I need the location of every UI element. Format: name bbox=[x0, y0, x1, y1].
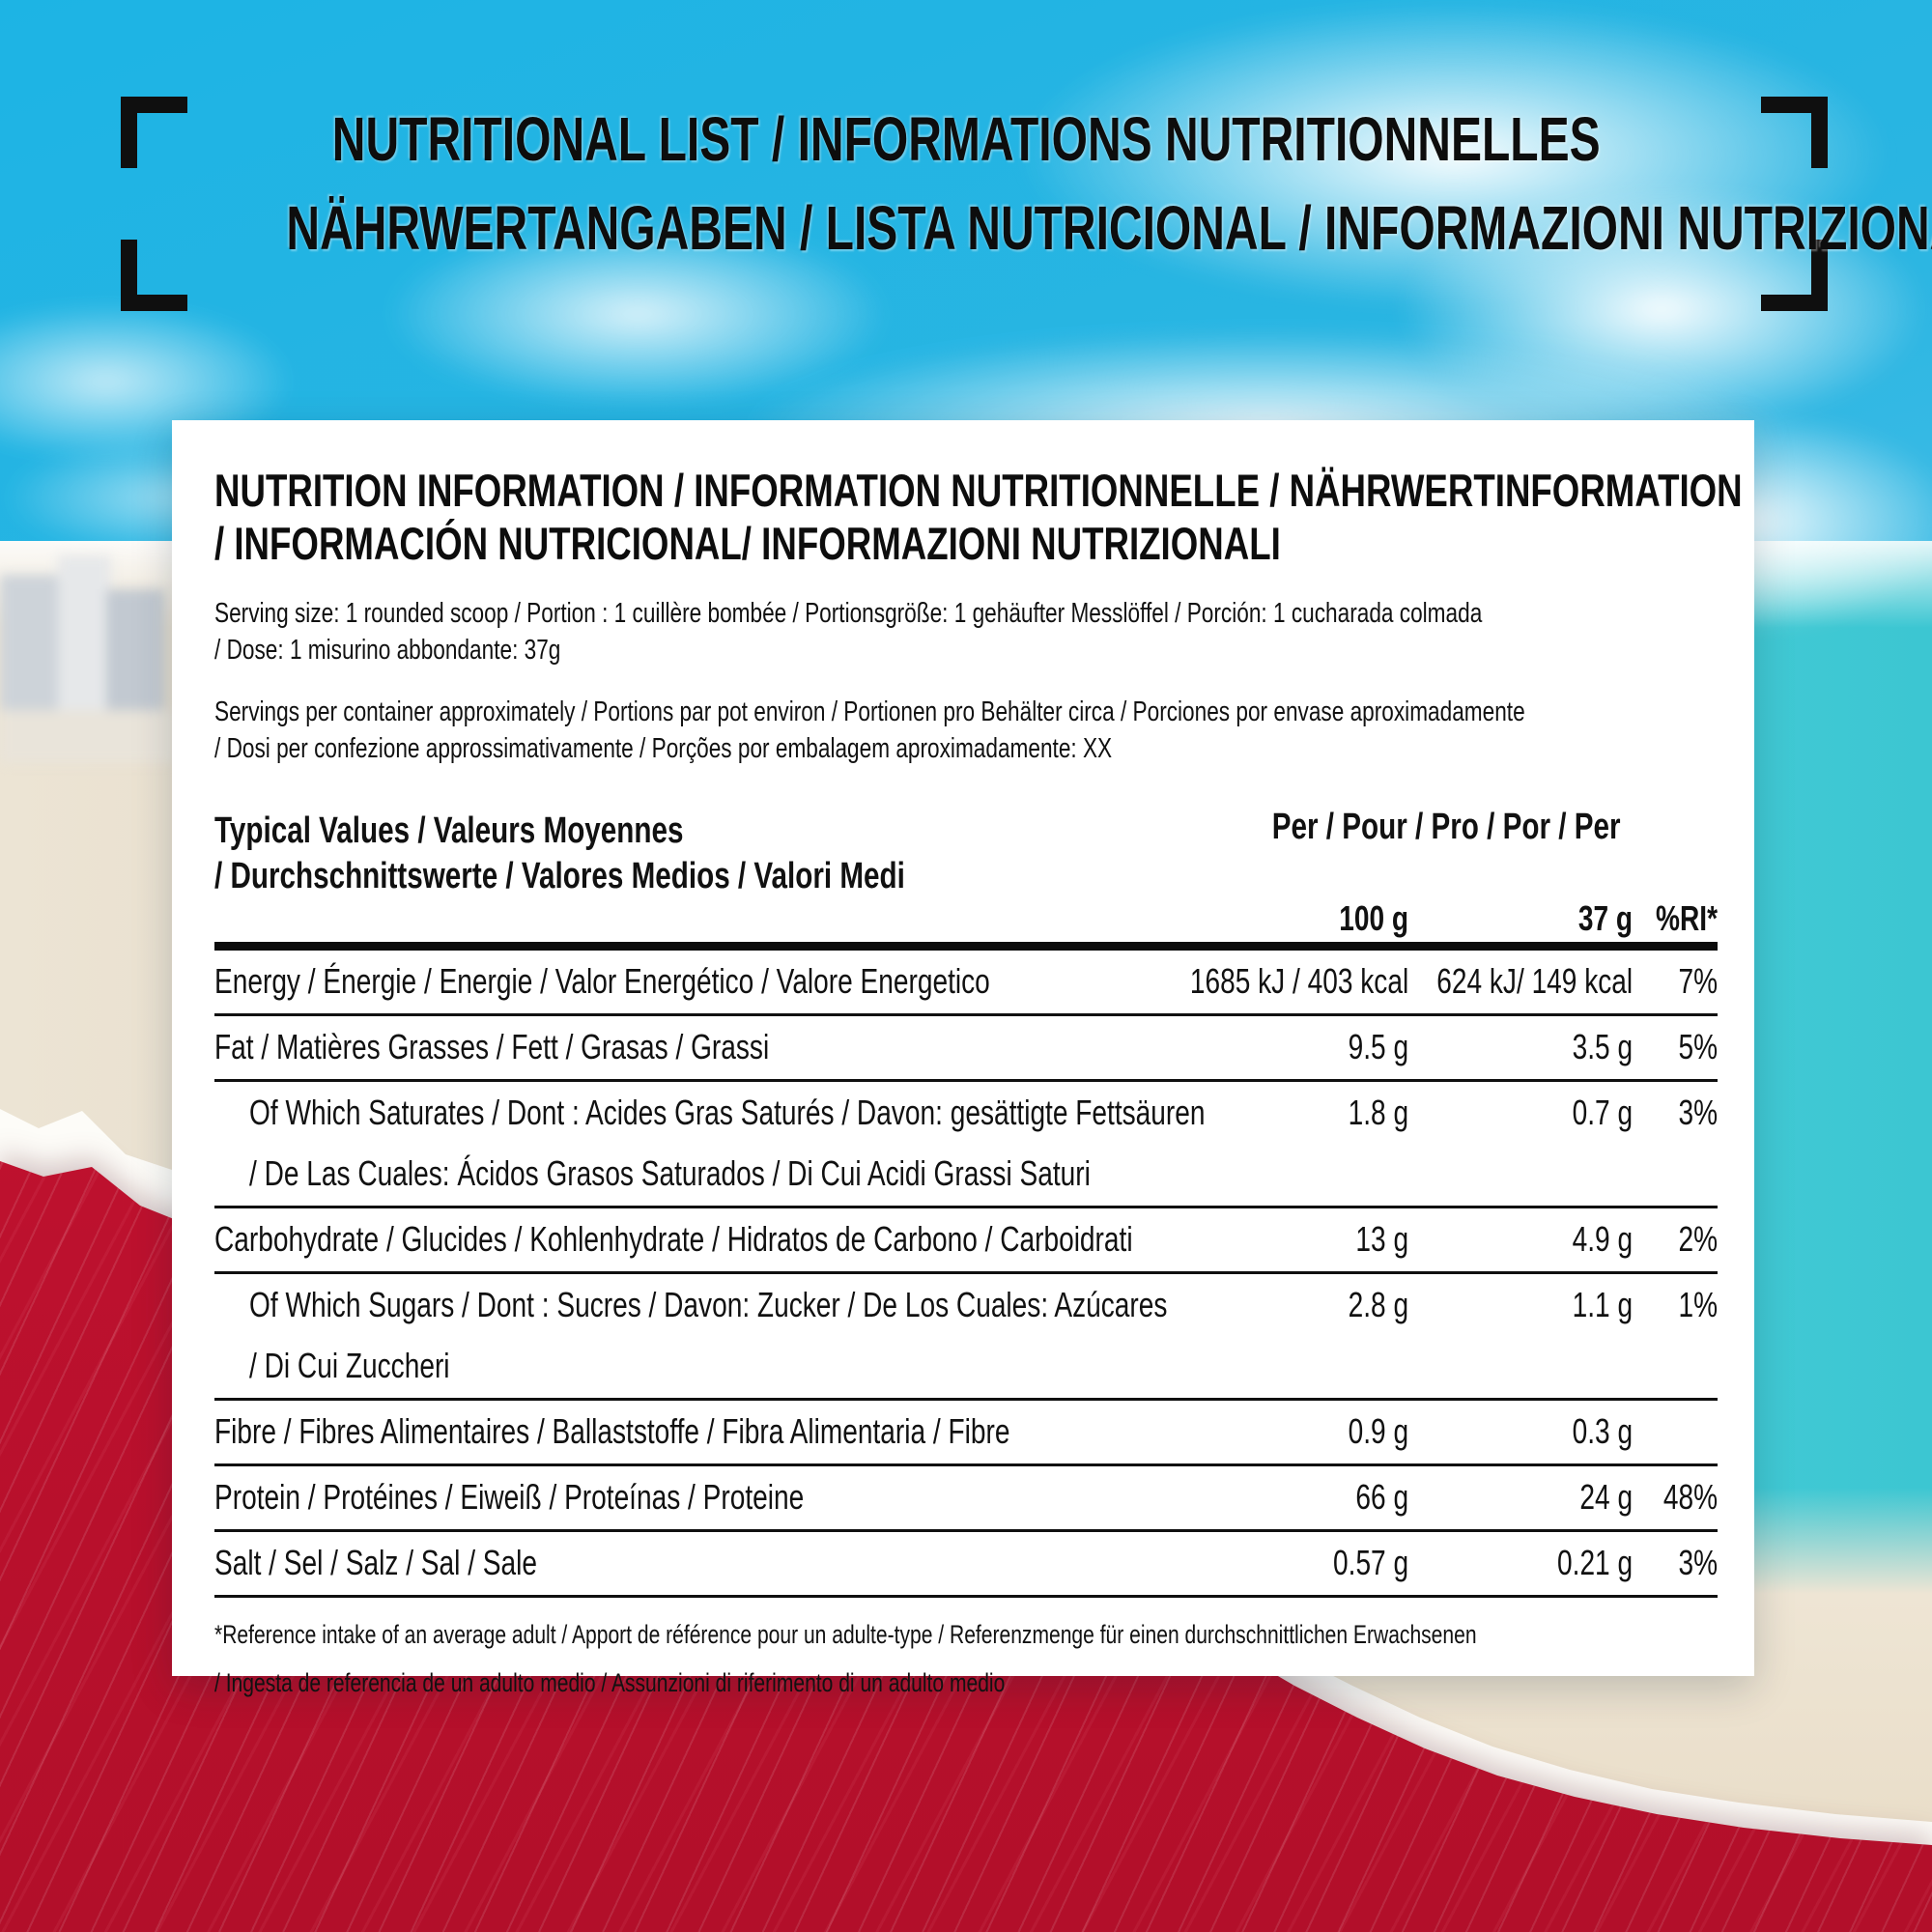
nutrient-label-line: Carbohydrate / Glucides / Kohlenhydrate … bbox=[214, 1218, 1133, 1259]
value-ri: 2% bbox=[1678, 1218, 1718, 1259]
nutrient-label: Of Which Saturates / Dont : Acides Gras … bbox=[214, 1092, 1718, 1193]
nutrient-label-line: / De Las Cuales: Ácidos Grasos Saturados… bbox=[249, 1152, 1091, 1193]
nutrient-label: Carbohydrate / Glucides / Kohlenhydrate … bbox=[214, 1218, 1718, 1259]
nutrient-label: Of Which Sugars / Dont : Sucres / Davon:… bbox=[214, 1284, 1718, 1385]
nutrient-label-line: Fibre / Fibres Alimentaires / Ballaststo… bbox=[214, 1410, 1010, 1451]
nutrition-card: NUTRITION INFORMATION / INFORMATION NUTR… bbox=[172, 420, 1754, 1697]
table-row: Energy / Énergie / Energie / Valor Energ… bbox=[214, 951, 1718, 1016]
reference-intake-footnote: *Reference intake of an average adult / … bbox=[214, 1619, 1477, 1697]
column-100g: 100 g bbox=[1339, 897, 1408, 938]
nutrient-label-line: Of Which Saturates / Dont : Acides Gras … bbox=[249, 1092, 1206, 1132]
value-per-37g: 4.9 g bbox=[1572, 1218, 1633, 1259]
value-per-37g: 0.21 g bbox=[1556, 1542, 1633, 1582]
table-row: Of Which Saturates / Dont : Acides Gras … bbox=[214, 1082, 1718, 1208]
page-title-line1: NUTRITIONAL LIST / INFORMATIONS NUTRITIO… bbox=[331, 104, 1601, 174]
value-ri: 5% bbox=[1678, 1026, 1718, 1066]
table-row: Of Which Sugars / Dont : Sucres / Davon:… bbox=[214, 1274, 1718, 1401]
value-per-37g: 3.5 g bbox=[1572, 1026, 1633, 1066]
nutrient-label: Fibre / Fibres Alimentaires / Ballaststo… bbox=[214, 1410, 1718, 1451]
column-ri: %RI* bbox=[1656, 897, 1718, 938]
value-per-37g: 1.1 g bbox=[1572, 1284, 1633, 1324]
table-row: Protein / Protéines / Eiweiß / Proteínas… bbox=[214, 1466, 1718, 1532]
table-top-rule bbox=[214, 941, 1718, 951]
nutrient-label-line: / Di Cui Zuccheri bbox=[249, 1345, 450, 1385]
column-37g: 37 g bbox=[1577, 897, 1633, 938]
page-title-line2: NÄHRWERTANGABEN / LISTA NUTRICIONAL / IN… bbox=[286, 193, 1932, 263]
unit-headers: 100 g 37 g %RI* bbox=[214, 888, 1718, 935]
table-header: Typical Values / Valeurs Moyennes / Durc… bbox=[214, 806, 1718, 936]
value-per-100g: 9.5 g bbox=[1348, 1026, 1408, 1066]
value-ri: 3% bbox=[1678, 1542, 1718, 1582]
card-title: NUTRITION INFORMATION / INFORMATION NUTR… bbox=[214, 465, 1743, 569]
value-per-100g: 0.9 g bbox=[1348, 1410, 1408, 1451]
value-per-100g: 13 g bbox=[1355, 1218, 1408, 1259]
table-row: Carbohydrate / Glucides / Kohlenhydrate … bbox=[214, 1208, 1718, 1274]
per-column-header: Per / Pour / Pro / Por / Per bbox=[1271, 806, 1620, 847]
value-per-37g: 624 kJ/ 149 kcal bbox=[1436, 960, 1633, 1001]
nutrient-label-line: Fat / Matières Grasses / Fett / Grasas /… bbox=[214, 1026, 770, 1066]
nutrient-label: Salt / Sel / Salz / Sal / Sale bbox=[214, 1542, 1718, 1582]
corner-bracket-top-left bbox=[121, 97, 187, 168]
value-per-100g: 0.57 g bbox=[1332, 1542, 1408, 1582]
value-ri: 3% bbox=[1678, 1092, 1718, 1132]
servings-per-container-text: Servings per container approximately / P… bbox=[214, 696, 1525, 765]
value-per-37g: 0.7 g bbox=[1572, 1092, 1633, 1132]
nutrient-label-line: Energy / Énergie / Energie / Valor Energ… bbox=[214, 960, 990, 1001]
nutrient-label-line: Protein / Protéines / Eiweiß / Proteínas… bbox=[214, 1476, 805, 1517]
nutrient-label-line: Of Which Sugars / Dont : Sucres / Davon:… bbox=[249, 1284, 1168, 1324]
nutrient-label-line: Salt / Sel / Salz / Sal / Sale bbox=[214, 1542, 537, 1582]
serving-size-text: Serving size: 1 rounded scoop / Portion … bbox=[214, 598, 1483, 666]
nutrient-label: Protein / Protéines / Eiweiß / Proteínas… bbox=[214, 1476, 1718, 1517]
corner-bracket-bottom-right bbox=[1761, 240, 1828, 311]
table-row: Fibre / Fibres Alimentaires / Ballaststo… bbox=[214, 1401, 1718, 1466]
value-per-100g: 1.8 g bbox=[1348, 1092, 1408, 1132]
nutrient-label: Fat / Matières Grasses / Fett / Grasas /… bbox=[214, 1026, 1718, 1066]
corner-bracket-bottom-left bbox=[121, 240, 187, 311]
table-row: Salt / Sel / Salz / Sal / Sale 0.57 g 0.… bbox=[214, 1532, 1718, 1598]
value-ri: 7% bbox=[1678, 960, 1718, 1001]
nutrition-table-body: Energy / Énergie / Energie / Valor Energ… bbox=[214, 951, 1718, 1598]
value-ri: 48% bbox=[1662, 1476, 1718, 1517]
value-ri: 1% bbox=[1678, 1284, 1718, 1324]
value-per-100g: 1685 kJ / 403 kcal bbox=[1189, 960, 1408, 1001]
table-row: Fat / Matières Grasses / Fett / Grasas /… bbox=[214, 1016, 1718, 1082]
value-per-100g: 2.8 g bbox=[1348, 1284, 1408, 1324]
value-per-100g: 66 g bbox=[1355, 1476, 1408, 1517]
nutrient-label: Energy / Énergie / Energie / Valor Energ… bbox=[214, 960, 1718, 1001]
value-per-37g: 0.3 g bbox=[1572, 1410, 1633, 1451]
corner-bracket-top-right bbox=[1761, 97, 1828, 168]
typical-values-header: Typical Values / Valeurs Moyennes / Durc… bbox=[214, 810, 905, 896]
value-per-37g: 24 g bbox=[1579, 1476, 1633, 1517]
beach-buildings bbox=[0, 555, 193, 778]
